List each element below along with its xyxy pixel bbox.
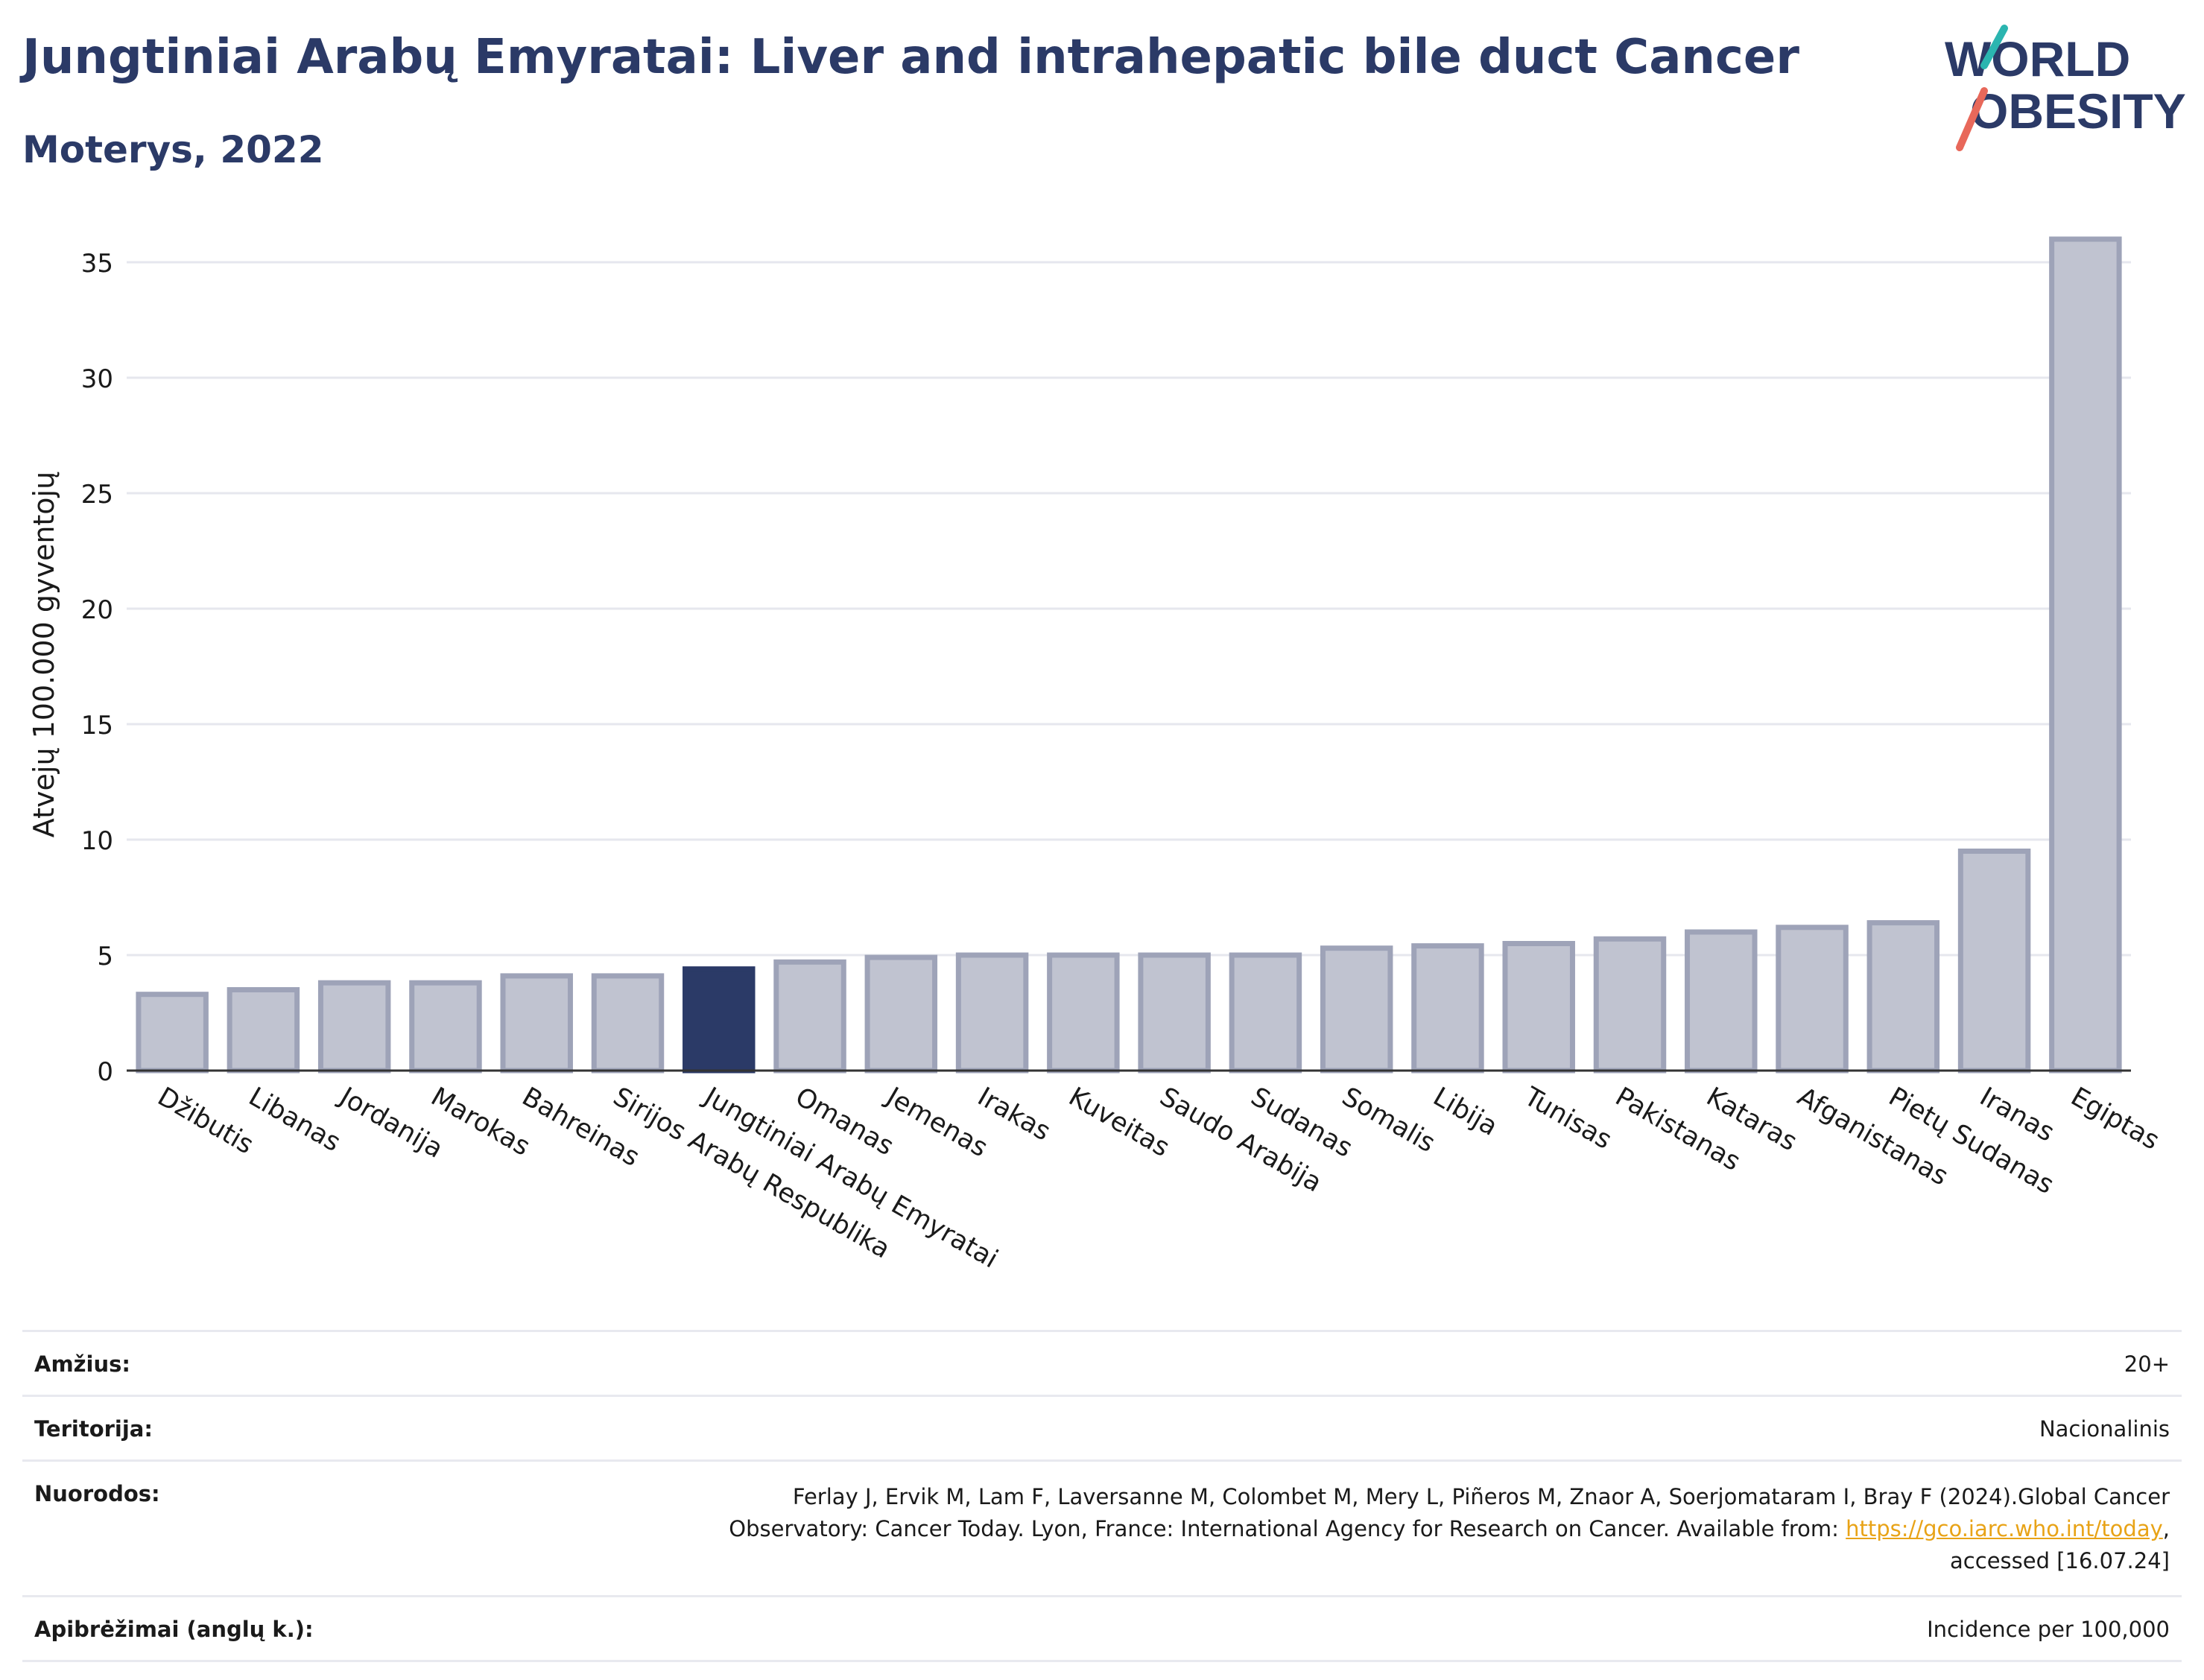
reference-line1: Ferlay J, Ervik M, Lam F, Laversanne M, … [792,1484,2170,1509]
bar [1685,929,1758,1074]
bar [1502,941,1575,1074]
reference-line3: accessed [16.07.24] [1950,1548,2170,1573]
bar [136,992,209,1074]
meta-value-references: Ferlay J, Ervik M, Lam F, Laversanne M, … [729,1481,2170,1577]
y-tick-label: 10 [81,826,113,856]
x-tick-label: Marokas [425,1082,534,1162]
bar [591,973,665,1074]
y-tick-label: 5 [97,942,113,971]
reference-line2-end: , [2162,1516,2170,1541]
logo-line1: WORLD [1945,31,2130,86]
bar [409,980,482,1074]
x-tick-label: Kuveitas [1063,1082,1174,1163]
logo-line2: OBESITY [1970,83,2186,139]
meta-value-territory: Nacionalinis [2039,1416,2170,1442]
y-tick-label: 35 [81,249,113,279]
world-obesity-logo: WORLD OBESITY [1945,25,2186,151]
bar [317,980,391,1074]
bar [2049,236,2122,1074]
reference-link[interactable]: https://gco.iarc.who.int/today [1846,1516,2163,1541]
grid-lines [127,261,2131,957]
chart-subtitle: Moterys, 2022 [22,128,324,171]
x-tick-label: Afganistanas [1793,1082,1954,1192]
x-tick-label: Džibutis [153,1082,259,1160]
x-axis-ticks: DžibutisLibanasJordanijaMarokasBahreinas… [153,1081,2165,1274]
meta-row-references: Nuorodos: Ferlay J, Ervik M, Lam F, Lave… [22,1459,2182,1595]
bars [136,236,2122,1074]
bar [227,987,300,1074]
meta-value-age: 20+ [2124,1351,2170,1377]
bar [955,952,1029,1074]
metadata-table: Amžius: 20+ Teritorija: Nacionalinis Nuo… [22,1330,2182,1662]
meta-label-definitions: Apibrėžimai (anglų k.): [34,1617,314,1642]
x-tick-label: Saudo Arabija [1155,1082,1327,1198]
meta-row-age: Amžius: 20+ [22,1330,2182,1395]
bar [1776,925,1849,1074]
x-tick-label: Egiptas [2065,1082,2164,1156]
bar [683,966,756,1074]
meta-row-definitions: Apibrėžimai (anglų k.): Incidence per 10… [22,1595,2182,1662]
meta-value-definitions: Incidence per 100,000 [1927,1617,2170,1642]
bar [1138,952,1211,1074]
x-tick-label: Jordanija [333,1081,448,1164]
x-tick-label: Tunisas [1519,1082,1617,1156]
meta-label-territory: Teritorija: [34,1416,153,1442]
x-tick-label: Jemenas [880,1081,992,1163]
y-tick-label: 20 [81,595,113,625]
meta-row-territory: Teritorija: Nacionalinis [22,1395,2182,1459]
bar [864,954,938,1074]
bar-chart: 0 5 10 15 20 25 30 35 DžibutisLibanasJordanijaM… [28,236,2165,1275]
bar [1593,936,1667,1074]
y-tick-label: 15 [81,711,113,741]
bar [1957,849,2031,1074]
meta-label-age: Amžius: [34,1351,130,1377]
y-tick-label: 30 [81,364,113,394]
bar [500,973,573,1074]
x-tick-label: Somalis [1337,1082,1440,1158]
bar [1229,952,1302,1074]
y-axis-ticks: 0 5 10 15 20 25 30 35 [81,249,113,1087]
bar [773,959,846,1074]
bar [1320,945,1393,1074]
chart-title: Jungtiniai Arabų Emyratai: Liver and int… [22,30,1799,85]
y-tick-label: 0 [97,1057,113,1087]
x-tick-label: Libanas [244,1082,346,1158]
meta-label-references: Nuorodos: [34,1481,160,1506]
reference-line2: Observatory: Cancer Today. Lyon, France:… [729,1516,1846,1541]
bar [1866,920,1940,1074]
bar [1047,952,1120,1074]
y-tick-label: 25 [81,480,113,510]
bar [1411,943,1484,1074]
y-axis-label: Atvejų 100.000 gyventojų [28,472,60,837]
